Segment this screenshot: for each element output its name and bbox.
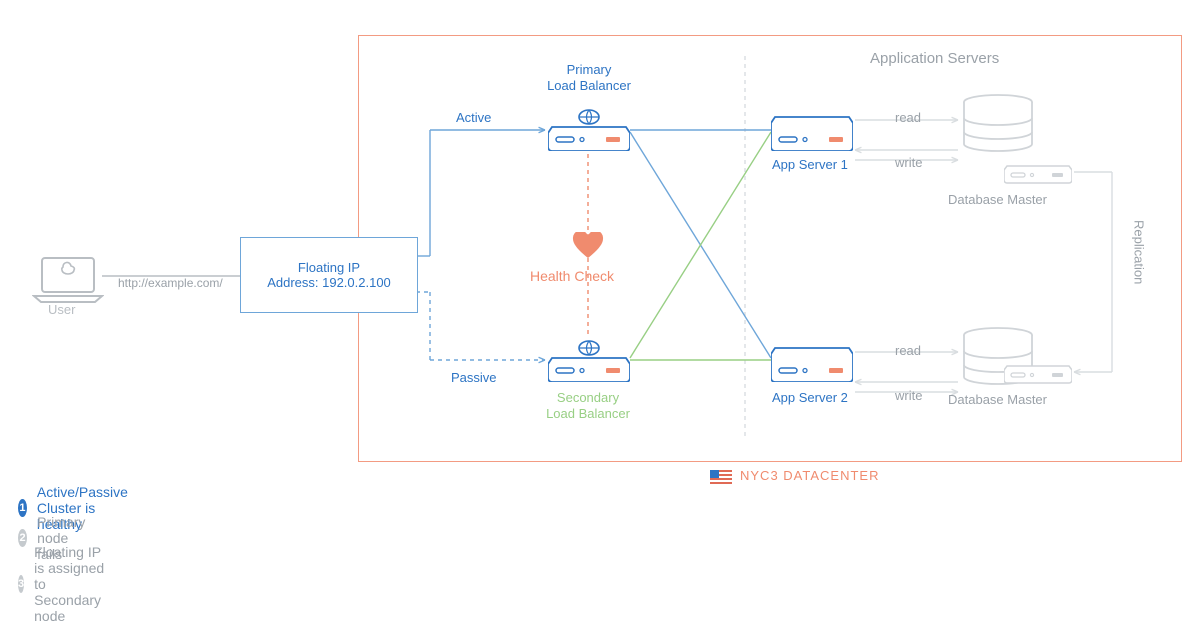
secondary-lb-server-icon: [548, 340, 630, 382]
health-check-label: Health Check: [530, 268, 614, 286]
user-laptop-icon: [32, 254, 104, 309]
flag-icon: [710, 470, 732, 484]
app-server-2-icon: [771, 340, 853, 382]
write-label-2: write: [895, 388, 922, 404]
app-servers-header: Application Servers: [870, 50, 999, 69]
url-label: http://example.com/: [118, 276, 223, 291]
primary-lb-title: Primary Load Balancer: [534, 62, 644, 95]
passive-label: Passive: [451, 370, 497, 386]
read-label-1: read: [895, 110, 921, 126]
write-label-1: write: [895, 155, 922, 171]
database-master-1-icon: [962, 94, 1034, 154]
floating-ip-line1: Floating IP: [298, 260, 360, 275]
database-server-1-icon: [1004, 160, 1072, 184]
primary-lb-server-icon: [548, 109, 630, 151]
diagram-stage: User http://example.com/ Floating IP Add…: [0, 0, 1200, 577]
heart-icon: [572, 232, 604, 265]
floating-ip-line2: Address: 192.0.2.100: [267, 275, 391, 290]
secondary-lb-title: Secondary Load Balancer: [528, 390, 648, 423]
app-server-1-icon: [771, 109, 853, 151]
active-label: Active: [456, 110, 491, 126]
step-3: 3 Floating IP is assigned to Secondary n…: [18, 544, 113, 624]
app-server-2-title: App Server 2: [772, 390, 848, 406]
database-master-2-label: Database Master: [948, 392, 1047, 408]
database-master-1-label: Database Master: [948, 192, 1047, 208]
app-server-1-title: App Server 1: [772, 157, 848, 173]
database-server-2-icon: [1004, 360, 1072, 384]
user-label: User: [48, 302, 75, 318]
read-label-2: read: [895, 343, 921, 359]
floating-ip-box: Floating IP Address: 192.0.2.100: [240, 237, 418, 313]
datacenter-label: NYC3 DATACENTER: [740, 468, 879, 484]
replication-label: Replication: [1130, 220, 1146, 284]
